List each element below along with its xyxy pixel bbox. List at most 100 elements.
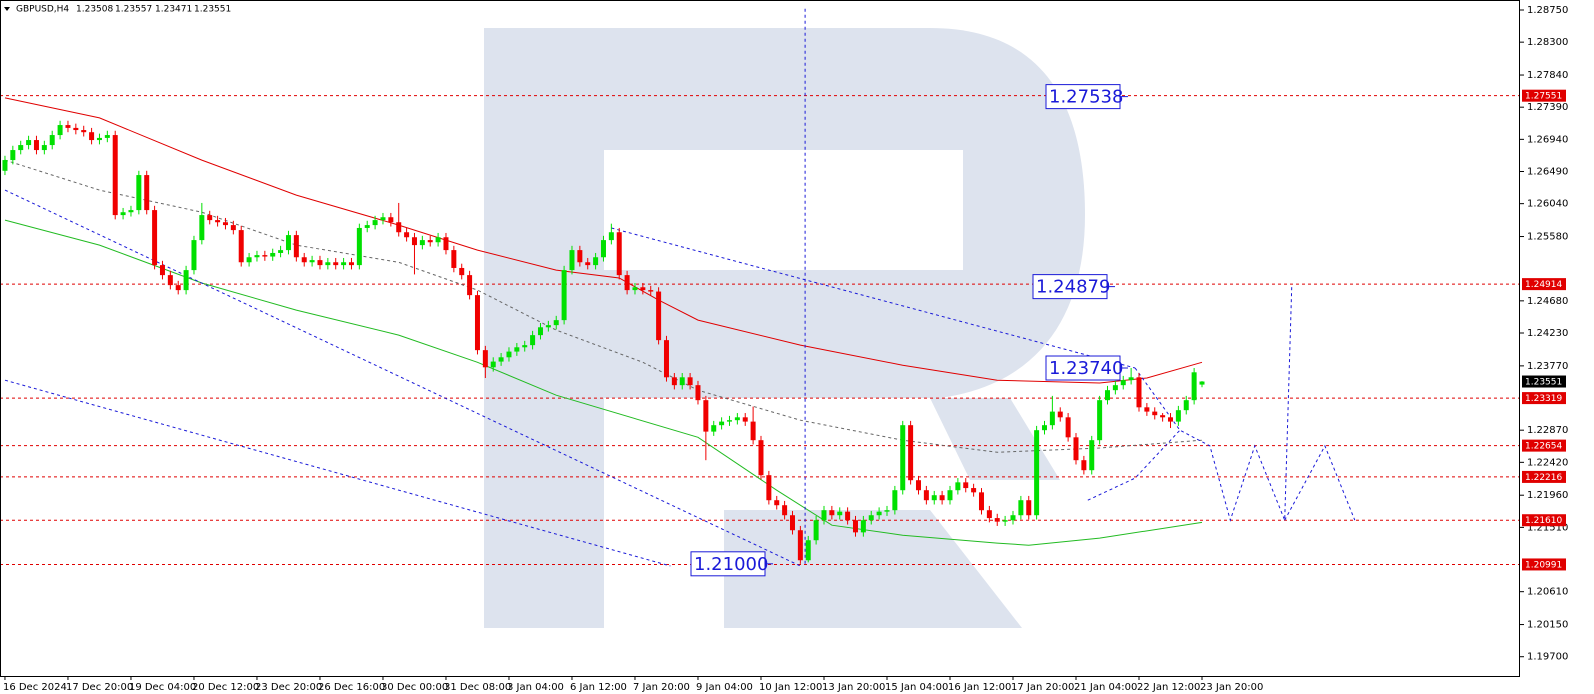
candle-body	[766, 475, 772, 501]
y-tick-label: 1.21510	[1527, 522, 1568, 533]
line	[4, 159, 1203, 453]
candle-body	[1057, 411, 1063, 418]
header-close: 1.23551	[194, 5, 231, 15]
candle-body	[65, 125, 71, 128]
candle-body	[1018, 500, 1024, 516]
candle-body	[167, 275, 173, 286]
x-tick-label: 13 Jan 20:00	[822, 682, 885, 693]
header-open: 1.23508	[76, 5, 113, 15]
level-label: 1.22654	[1525, 442, 1562, 452]
plot-border	[0, 0, 1520, 677]
candle-body	[1144, 407, 1150, 412]
candle-body	[1034, 430, 1040, 516]
candle-body	[404, 232, 410, 238]
annotation-label: 1.27538	[1049, 87, 1123, 108]
candle-body	[939, 495, 945, 501]
candle-body	[522, 345, 528, 348]
level-label-box	[1522, 89, 1566, 102]
header-title: GBPUSD,H4	[16, 5, 69, 15]
candle-body	[561, 270, 567, 321]
candle-body	[41, 145, 47, 151]
candle-body	[341, 262, 347, 266]
candle-body	[467, 275, 473, 296]
line	[611, 227, 1136, 369]
candle-body	[1104, 390, 1110, 401]
x-tick-label: 19 Dec 04:00	[129, 682, 196, 693]
candle-body	[892, 490, 898, 511]
candle-body	[545, 325, 551, 328]
candle-body	[1065, 417, 1071, 438]
candle-body	[49, 135, 55, 146]
y-tick-label: 1.27840	[1527, 70, 1568, 81]
candle-body	[222, 222, 228, 226]
x-tick-label: 6 Jan 12:00	[570, 682, 627, 693]
candle-body	[364, 225, 370, 228]
candle-body	[1183, 400, 1189, 411]
candle-body	[860, 520, 866, 533]
candle-body	[616, 232, 622, 276]
candle-body	[1112, 385, 1118, 391]
candle-body	[719, 421, 725, 426]
annotation-box	[1045, 355, 1121, 381]
x-tick-label: 3 Jan 04:00	[507, 682, 564, 693]
candle-body	[348, 262, 354, 266]
current-price-label: 1.23551	[1525, 378, 1562, 388]
level-label-box	[1522, 392, 1566, 405]
watermark-gap	[604, 398, 724, 628]
watermark-stem	[484, 28, 604, 628]
candle-body	[908, 425, 914, 481]
candle-body	[797, 530, 803, 561]
candle-body	[254, 255, 260, 258]
level-label: 1.23319	[1525, 394, 1562, 404]
candle-body	[238, 230, 244, 263]
candle-body	[278, 250, 284, 253]
level-label-box	[1522, 514, 1566, 527]
candle-body	[1081, 460, 1087, 471]
candle-body	[813, 520, 819, 541]
x-tick-label: 22 Jan 12:00	[1137, 682, 1200, 693]
candle-body	[230, 225, 236, 231]
candle-body	[333, 262, 339, 266]
y-tick-label: 1.19700	[1527, 652, 1568, 663]
y-tick-label: 1.20610	[1527, 587, 1568, 598]
candle-body	[207, 215, 213, 221]
candle-body	[656, 291, 662, 341]
candle-body	[624, 275, 630, 291]
candle-body	[829, 510, 835, 516]
annotation-label: 1.24879	[1036, 277, 1110, 298]
candle-body	[81, 130, 87, 133]
header-high: 1.23557	[115, 5, 152, 15]
level-label-box	[1522, 439, 1566, 452]
candle-body	[159, 265, 165, 276]
candle-body	[1136, 377, 1142, 408]
candle-body	[537, 327, 543, 336]
line	[4, 189, 801, 567]
candle-body	[128, 210, 134, 213]
candle-body	[994, 518, 1000, 522]
candle-body	[648, 290, 654, 292]
candle-body	[144, 175, 150, 211]
candle-body	[199, 215, 205, 241]
x-tick-label: 17 Dec 20:00	[66, 682, 133, 693]
candle-body	[215, 220, 221, 223]
watermark-hole	[604, 150, 963, 270]
candle-body	[805, 540, 811, 561]
level-label: 1.24914	[1525, 280, 1562, 290]
candle-body	[514, 347, 520, 352]
x-tick-label: 20 Dec 12:00	[192, 682, 259, 693]
x-tick-label: 9 Jan 04:00	[696, 682, 753, 693]
candle-body	[663, 340, 669, 378]
candle-body	[915, 480, 921, 491]
candle-body	[821, 510, 827, 521]
candle-body	[482, 350, 488, 368]
y-tick-label: 1.24230	[1527, 328, 1568, 339]
candle-body	[695, 385, 701, 401]
candle-body	[845, 511, 851, 521]
candle-body	[750, 421, 756, 441]
candle-body	[963, 482, 969, 489]
candle-body	[104, 135, 110, 138]
candle-body	[419, 240, 425, 246]
candle-body	[490, 361, 496, 368]
candle-body	[955, 482, 961, 491]
